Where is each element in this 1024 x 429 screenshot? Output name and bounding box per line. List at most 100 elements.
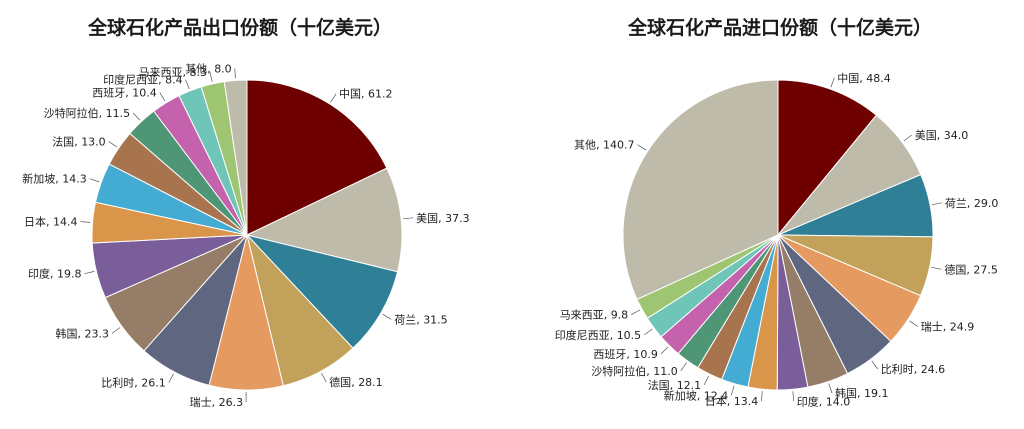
import-slice-0: [777, 79, 878, 237]
export-leader-line: [403, 217, 414, 220]
export-leader-line: [330, 93, 337, 103]
export-leader-line: [108, 141, 118, 148]
export-label-value: 14.3: [62, 173, 87, 186]
export-slice-label: 西班牙, 10.4: [92, 87, 157, 100]
export-slice-label: 新加坡, 14.3: [22, 172, 87, 186]
export-label-value: 8.0: [214, 63, 232, 76]
import-label-value: 140.7: [603, 139, 635, 152]
export-label-sep: ,: [46, 216, 53, 229]
export-slice-label: 德国, 28.1: [329, 375, 383, 389]
export-label-sep: ,: [416, 313, 423, 326]
export-slice-label: 法国, 13.0: [52, 134, 106, 148]
import-label-sep: ,: [966, 263, 973, 276]
import-slice-label: 印度尼西亚, 10.5: [555, 328, 642, 342]
export-label-sep: ,: [99, 107, 106, 120]
export-slice-label: 韩国, 23.3: [56, 326, 110, 340]
import-slice-label: 沙特阿拉伯, 11.0: [591, 364, 678, 378]
export-leader-line: [159, 92, 166, 102]
import-label-value: 19.1: [864, 387, 889, 400]
export-leader-line: [89, 178, 100, 183]
export-slice-label: 比利时, 26.1: [101, 377, 166, 390]
import-label-name: 新加坡: [664, 388, 697, 402]
import-leader-line: [903, 134, 913, 142]
export-leader-line: [209, 72, 213, 82]
export-slice-label: 印度, 19.8: [28, 267, 82, 281]
import-label-value: 13.4: [734, 395, 759, 408]
export-leader-line: [84, 271, 95, 275]
import-chart-title: 全球石化产品进口份额（十亿美元）: [627, 16, 932, 39]
import-label-name: 马来西亚: [560, 309, 604, 322]
export-label-name: 德国: [329, 375, 351, 389]
export-label-name: 其他: [185, 63, 207, 76]
export-label-name: 印度尼西亚: [103, 73, 158, 87]
export-leader-line: [80, 221, 91, 223]
import-label-sep: ,: [943, 320, 950, 333]
import-slice-label: 瑞士, 24.9: [921, 319, 975, 333]
import-label-sep: ,: [857, 387, 864, 400]
import-label-name: 日本: [705, 394, 727, 408]
import-slice-label: 荷兰, 29.0: [945, 197, 999, 210]
import-label-name: 瑞士: [921, 319, 943, 333]
import-slice-label: 德国, 27.5: [944, 262, 998, 276]
import-label-name: 印度: [797, 394, 819, 408]
export-label-value: 37.3: [445, 212, 470, 225]
export-label-value: 28.1: [358, 376, 383, 389]
export-slice-label: 马来西亚, 8.3: [139, 66, 208, 79]
import-leader-line: [871, 360, 878, 370]
import-label-sep: ,: [819, 395, 826, 408]
export-slice-2: [245, 234, 399, 349]
export-leader-line: [382, 313, 392, 320]
import-label-sep: ,: [967, 197, 974, 210]
import-slice-label: 美国, 34.0: [915, 129, 969, 142]
import-label-value: 24.9: [950, 320, 975, 333]
import-label-sep: ,: [610, 329, 617, 342]
export-slice-label: 印度尼西亚, 8.4: [103, 73, 183, 87]
import-label-value: 34.0: [944, 129, 969, 142]
export-label-name: 西班牙: [92, 87, 125, 100]
import-label-value: 12.4: [704, 389, 729, 402]
import-label-name: 印度尼西亚: [555, 328, 610, 342]
export-label-value: 10.4: [132, 87, 157, 100]
export-slice-label: 美国, 37.3: [416, 212, 470, 225]
export-label-sep: ,: [158, 74, 165, 87]
import-slice-label: 中国, 48.4: [837, 72, 891, 85]
export-slice-0: [246, 79, 388, 236]
import-label-value: 14.0: [826, 395, 851, 408]
import-leader-line: [760, 391, 763, 402]
import-slice-label: 日本, 13.4: [705, 394, 759, 408]
export-label-name: 新加坡: [22, 172, 55, 186]
import-leader-line: [631, 309, 641, 316]
import-label-sep: ,: [859, 72, 866, 85]
export-label-value: 13.0: [81, 135, 106, 148]
export-label-sep: ,: [183, 66, 190, 79]
import-slice-label: 印度, 14.0: [797, 394, 851, 408]
import-label-sep: ,: [596, 139, 603, 152]
export-label-sep: ,: [74, 135, 81, 148]
export-label-name: 法国: [52, 134, 74, 148]
import-label-value: 24.6: [921, 363, 946, 376]
export-label-name: 日本: [24, 215, 46, 229]
import-slice-label: 法国, 12.1: [648, 378, 702, 392]
export-leader-line: [132, 112, 141, 121]
import-label-sep: ,: [604, 309, 611, 322]
export-label-name: 瑞士: [190, 395, 212, 409]
export-label-value: 23.3: [85, 327, 110, 340]
export-slice-label: 中国, 61.2: [339, 88, 393, 101]
export-slice-label: 沙特阿拉伯, 11.5: [44, 106, 131, 120]
import-slice-label: 新加坡, 12.4: [664, 388, 729, 402]
export-label-name: 中国: [339, 88, 361, 101]
export-pie: 中国, 61.2 美国, 37.3 荷兰, 31.5 德国, 28.1 瑞士, 26.3…: [22, 63, 469, 410]
import-label-name: 荷兰: [945, 197, 967, 210]
import-label-value: 11.0: [653, 365, 678, 378]
import-slice-15: [622, 79, 779, 300]
export-label-value: 61.2: [368, 88, 393, 101]
export-leader-line: [111, 327, 121, 334]
export-label-sep: ,: [361, 88, 368, 101]
export-label-name: 比利时: [101, 377, 134, 390]
export-label-value: 8.4: [165, 74, 183, 87]
import-label-name: 沙特阿拉伯: [591, 364, 646, 378]
import-label-value: 9.8: [611, 309, 629, 322]
export-slice-label: 瑞士, 26.3: [190, 395, 244, 409]
export-label-sep: ,: [55, 173, 62, 186]
import-label-name: 中国: [837, 72, 859, 85]
